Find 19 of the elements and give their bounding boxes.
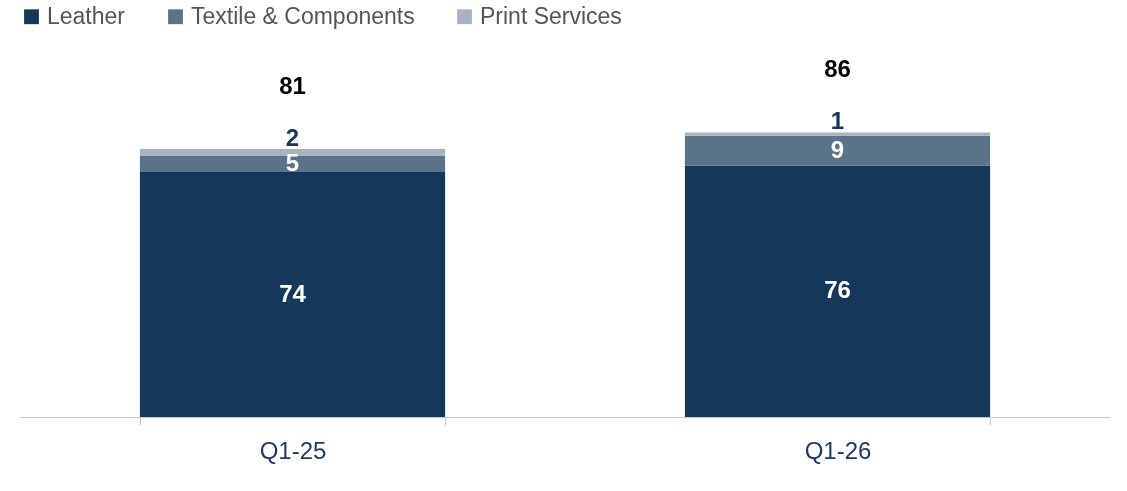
data-label: 74 bbox=[279, 279, 307, 307]
legend-label: Textile & Components bbox=[191, 2, 415, 29]
bar bbox=[684, 132, 991, 136]
legend-label: Leather bbox=[47, 2, 126, 29]
data-label: 1 bbox=[830, 107, 845, 135]
data-label: 9 bbox=[830, 135, 845, 163]
bar bbox=[139, 148, 446, 156]
data-label: 2 bbox=[285, 123, 300, 151]
bar bbox=[684, 165, 991, 417]
bar bbox=[139, 172, 446, 417]
data-label: 76 bbox=[824, 276, 851, 304]
data-label: 5 bbox=[285, 148, 300, 176]
total-label: 81 bbox=[279, 71, 306, 99]
bar bbox=[139, 155, 446, 173]
bar bbox=[684, 135, 991, 166]
x-tick-label: Q1-25 bbox=[259, 436, 327, 464]
total-label: 86 bbox=[824, 55, 851, 83]
x-tick-label: Q1-26 bbox=[804, 436, 872, 464]
legend-label: Print Services bbox=[480, 2, 622, 29]
